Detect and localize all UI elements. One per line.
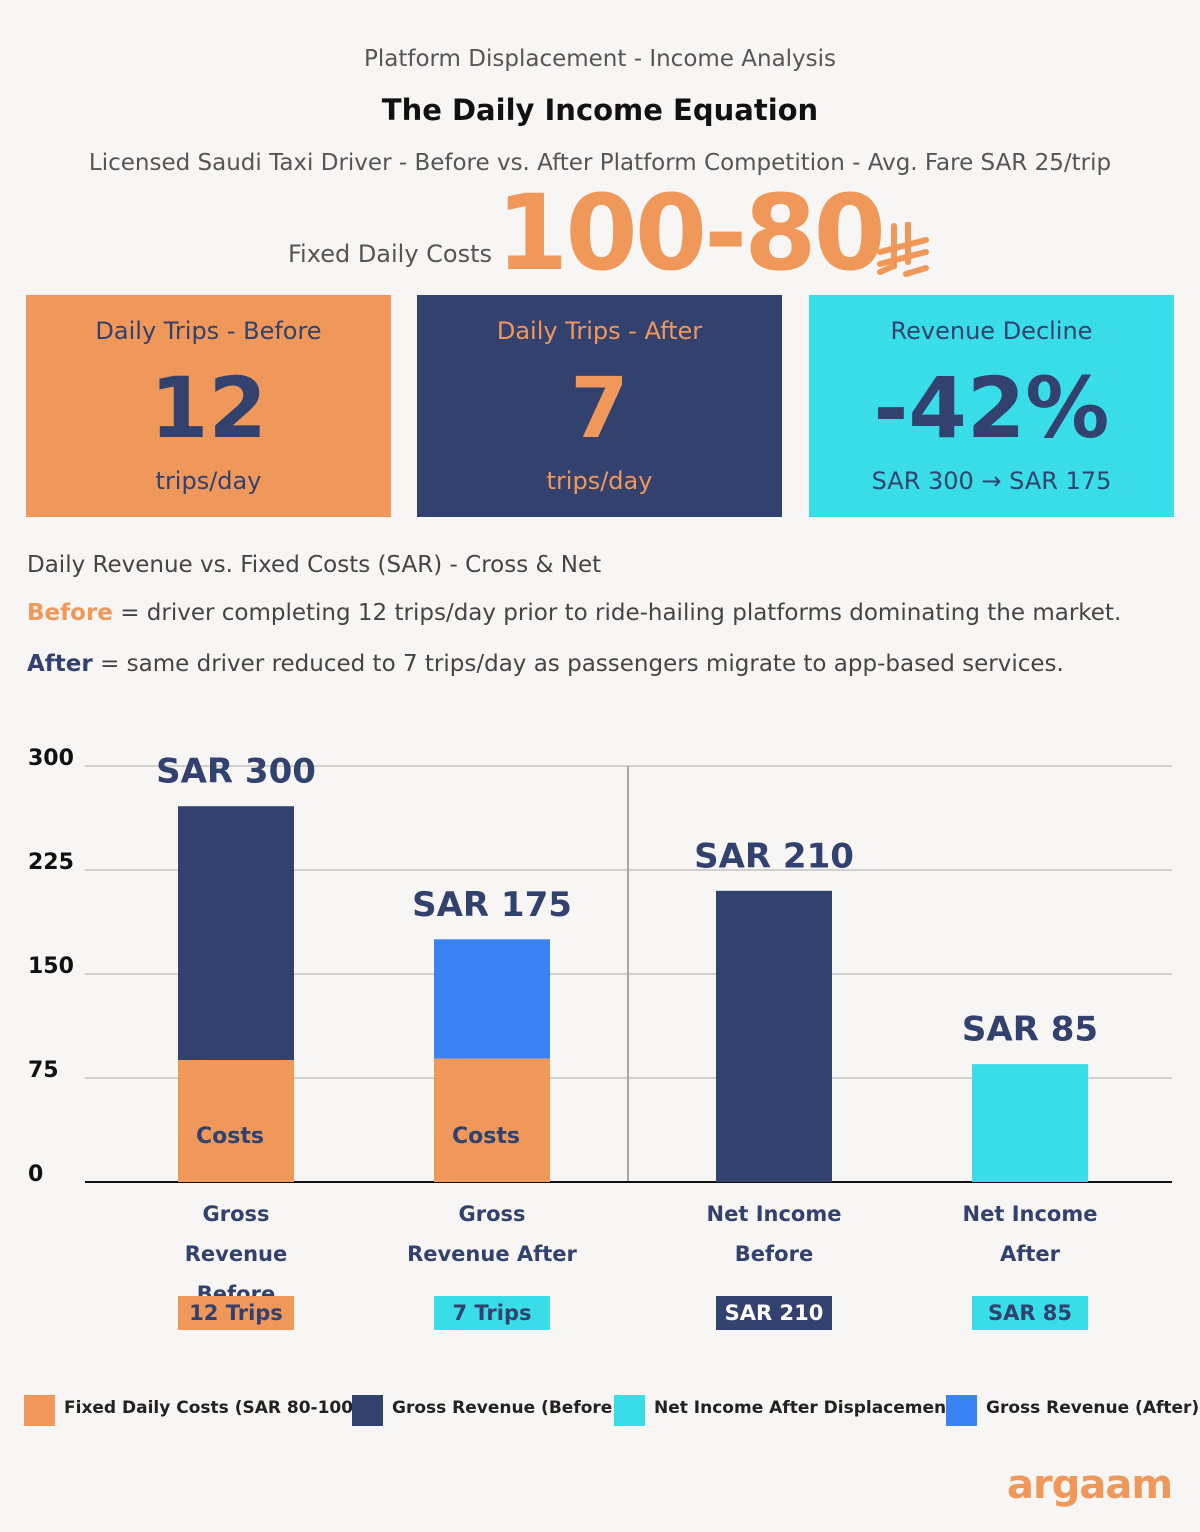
card-label: Daily Trips - Before bbox=[95, 317, 322, 345]
note-after: After = same driver reduced to 7 trips/d… bbox=[27, 651, 1064, 677]
card: Daily Trips - After 7 trips/day bbox=[417, 295, 782, 517]
cost-value: 100-80 bbox=[496, 172, 886, 294]
notes-heading: Daily Revenue vs. Fixed Costs (SAR) - Cr… bbox=[27, 552, 602, 578]
segment-label: Costs bbox=[452, 1124, 520, 1149]
bar-segment bbox=[972, 1064, 1088, 1182]
bar-tag: SAR 210 bbox=[716, 1296, 832, 1330]
subtitle: Licensed Saudi Taxi Driver - Before vs. … bbox=[88, 150, 1112, 176]
card-value: 7 bbox=[570, 359, 629, 457]
cost-label: Fixed Daily Costs bbox=[288, 240, 493, 268]
legend-swatch bbox=[352, 1395, 383, 1426]
bar-tag: SAR 85 bbox=[972, 1296, 1088, 1330]
riyal-icon bbox=[877, 222, 929, 277]
y-tick-label: 0 bbox=[28, 1162, 43, 1187]
segment-label: Costs bbox=[196, 1124, 264, 1149]
bar-total-label: SAR 300 bbox=[156, 752, 316, 792]
legend-swatch bbox=[946, 1395, 977, 1426]
card-sub: trips/day bbox=[546, 467, 653, 495]
title: The Daily Income Equation bbox=[381, 93, 819, 127]
card-sub: trips/day bbox=[155, 467, 262, 495]
y-tick-label: 75 bbox=[28, 1058, 59, 1083]
legend-label: Gross Revenue (After) bbox=[986, 1398, 1200, 1418]
legend-swatch bbox=[24, 1395, 55, 1426]
x-tick-label: Net Income After bbox=[962, 1202, 1098, 1266]
bar-total-label: SAR 85 bbox=[962, 1010, 1098, 1050]
card-label: Daily Trips - After bbox=[496, 317, 703, 345]
card: Daily Trips - Before 12 trips/day bbox=[26, 295, 391, 517]
legend-label: Net Income After Displacement bbox=[654, 1398, 955, 1418]
card-value: 12 bbox=[150, 359, 267, 457]
y-tick-label: 300 bbox=[28, 746, 74, 771]
legend-swatch bbox=[614, 1395, 645, 1426]
x-tick-label: Net Income Before bbox=[706, 1202, 842, 1266]
legend-label: Fixed Daily Costs (SAR 80-100) bbox=[64, 1398, 361, 1418]
x-tick-label: Gross Revenue After bbox=[407, 1202, 577, 1266]
bar-tag: 7 Trips bbox=[434, 1296, 550, 1330]
note-text: = driver completing 12 trips/day prior t… bbox=[120, 600, 1122, 626]
bar-tag: 12 Trips bbox=[178, 1296, 294, 1330]
card: Revenue Decline -42% SAR 300 → SAR 175 bbox=[809, 295, 1174, 517]
bar-segment bbox=[716, 890, 832, 1182]
note-before: Before = driver completing 12 trips/day … bbox=[27, 600, 1121, 626]
kicker: Platform Displacement - Income Analysis bbox=[363, 46, 837, 72]
note-key: After bbox=[27, 651, 93, 677]
bar-total-label: SAR 175 bbox=[412, 885, 572, 925]
bar-segment bbox=[178, 1059, 294, 1182]
note-key: Before bbox=[27, 600, 113, 626]
note-text: = same driver reduced to 7 trips/day as … bbox=[100, 651, 1064, 677]
bar-segment bbox=[178, 806, 294, 1060]
legend-label: Gross Revenue (Before) bbox=[392, 1398, 621, 1418]
card-label: Revenue Decline bbox=[890, 317, 1093, 345]
y-tick-label: 150 bbox=[28, 954, 74, 979]
bar-total-label: SAR 210 bbox=[694, 836, 854, 876]
logo: argaam bbox=[1006, 1462, 1173, 1508]
card-sub: SAR 300 → SAR 175 bbox=[871, 467, 1112, 495]
card-value: -42% bbox=[873, 359, 1110, 457]
bar-segment bbox=[434, 1058, 550, 1182]
y-tick-label: 225 bbox=[28, 850, 74, 875]
bar-segment bbox=[434, 939, 550, 1059]
